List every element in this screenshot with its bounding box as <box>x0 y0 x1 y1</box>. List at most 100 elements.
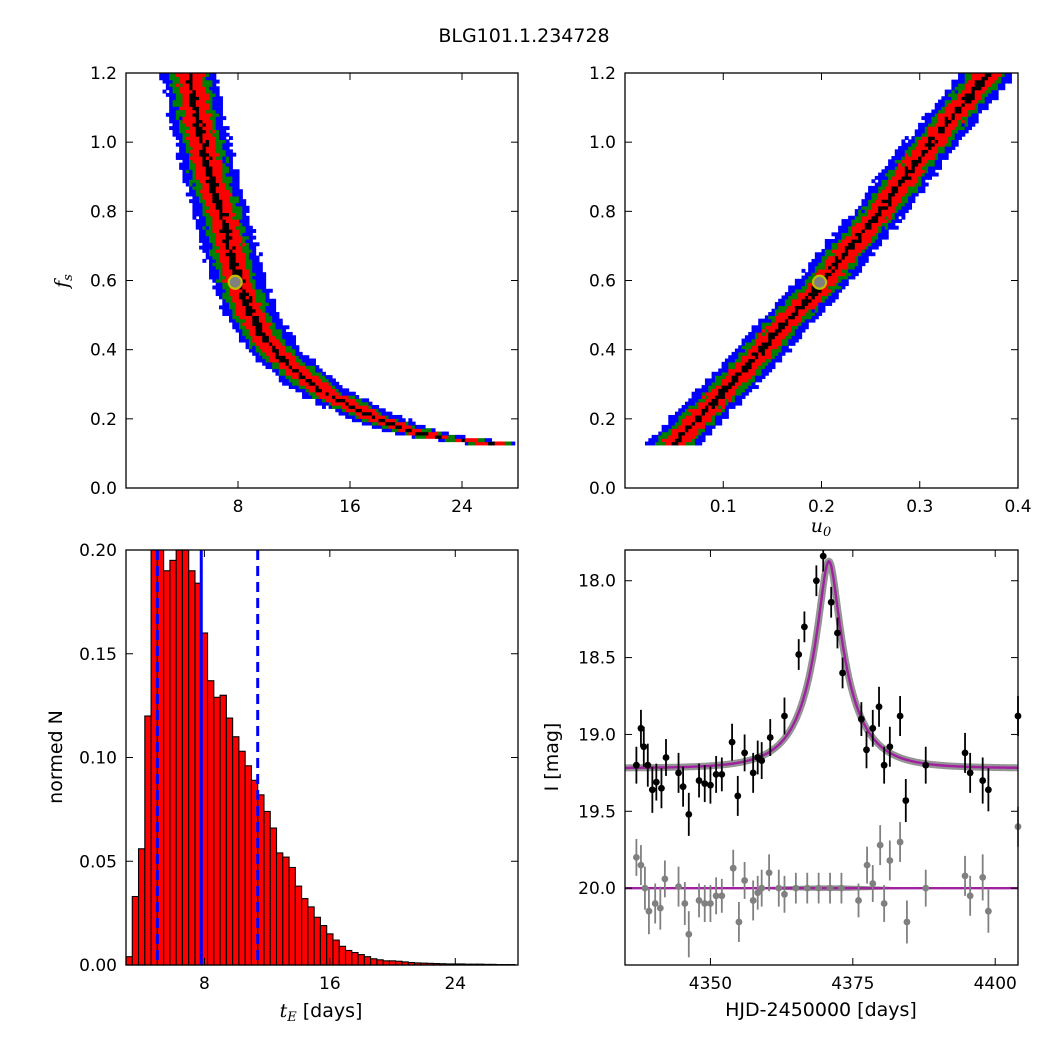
likelihood-cell <box>881 219 886 223</box>
likelihood-cell <box>275 338 280 343</box>
likelihood-cell <box>958 116 962 121</box>
residual-point <box>922 884 930 892</box>
likelihood-cell <box>901 139 906 144</box>
likelihood-cell <box>255 255 260 260</box>
likelihood-cell <box>252 262 257 267</box>
likelihood-cell <box>202 215 207 220</box>
likelihood-cell <box>421 424 426 429</box>
likelihood-cell <box>794 322 799 326</box>
y-tick-label: 1.2 <box>589 64 616 84</box>
histogram-bar <box>144 715 152 966</box>
likelihood-cell <box>298 358 303 363</box>
likelihood-cell <box>215 152 220 157</box>
likelihood-cell <box>255 278 260 283</box>
likelihood-cell <box>784 302 789 306</box>
likelihood-cell <box>245 222 250 227</box>
likelihood-cell <box>209 179 213 184</box>
likelihood-cell <box>788 341 793 346</box>
likelihood-cell <box>754 358 759 363</box>
likelihood-cell <box>192 169 197 174</box>
likelihood-cell <box>418 431 423 436</box>
y-axis-label-normed-n: normed N <box>45 710 67 804</box>
likelihood-cell <box>212 172 217 177</box>
likelihood-cell <box>238 239 243 243</box>
likelihood-cell <box>238 219 243 223</box>
likelihood-cell <box>734 391 739 396</box>
likelihood-cell <box>209 146 213 150</box>
likelihood-cell <box>322 395 326 399</box>
likelihood-cell <box>824 275 829 280</box>
likelihood-cell <box>225 288 230 293</box>
likelihood-cell <box>994 92 999 97</box>
likelihood-cell <box>222 305 227 310</box>
likelihood-cell <box>744 348 749 353</box>
likelihood-cell <box>232 268 237 273</box>
likelihood-cell <box>245 258 250 263</box>
likelihood-cell <box>854 262 859 267</box>
likelihood-cell <box>771 315 776 320</box>
likelihood-cell <box>212 96 217 101</box>
likelihood-cell <box>182 146 187 150</box>
likelihood-cell <box>195 219 200 223</box>
likelihood-cell <box>255 295 260 300</box>
likelihood-cell <box>751 358 756 363</box>
likelihood-cell <box>838 285 843 290</box>
likelihood-cell <box>195 156 200 160</box>
likelihood-cell <box>195 205 200 210</box>
likelihood-cell <box>721 371 726 376</box>
likelihood-cell <box>831 258 836 263</box>
likelihood-cell <box>888 192 893 197</box>
likelihood-cell <box>199 139 204 144</box>
likelihood-cell <box>964 76 969 81</box>
likelihood-cell <box>798 292 803 297</box>
likelihood-cell <box>938 142 942 147</box>
likelihood-cell <box>968 119 972 124</box>
likelihood-cell <box>179 146 184 150</box>
likelihood-cell <box>818 312 823 316</box>
photometry-point <box>896 712 904 720</box>
likelihood-cell <box>315 365 320 370</box>
likelihood-cell <box>994 79 999 84</box>
likelihood-cell <box>235 199 240 204</box>
likelihood-cell <box>668 418 673 423</box>
likelihood-cell <box>924 146 929 150</box>
likelihood-cell <box>215 79 220 84</box>
likelihood-cell <box>195 112 200 117</box>
likelihood-cell <box>209 132 213 137</box>
residual-point <box>712 892 720 900</box>
likelihood-cell <box>268 331 273 336</box>
likelihood-cell <box>848 255 853 260</box>
histogram-bar <box>294 885 303 966</box>
likelihood-cell <box>195 79 200 84</box>
likelihood-cell <box>205 165 210 170</box>
likelihood-cell <box>774 341 779 346</box>
likelihood-cell <box>718 371 723 376</box>
likelihood-cell <box>708 405 713 409</box>
likelihood-cell <box>811 258 816 263</box>
plot-frame <box>624 549 1019 966</box>
likelihood-cell <box>664 441 669 446</box>
likelihood-cell <box>225 156 230 160</box>
likelihood-cell <box>958 92 962 97</box>
likelihood-cell <box>215 172 220 177</box>
likelihood-cell <box>209 96 213 101</box>
likelihood-cell <box>215 142 220 147</box>
likelihood-cell <box>864 209 869 214</box>
likelihood-cell <box>918 189 923 194</box>
likelihood-cell <box>714 395 719 399</box>
likelihood-cell <box>904 136 909 140</box>
likelihood-cell <box>288 378 293 383</box>
likelihood-cell <box>222 146 227 150</box>
histogram-bar <box>225 717 234 966</box>
likelihood-cell <box>192 142 197 147</box>
likelihood-cell <box>225 272 230 277</box>
likelihood-cell <box>701 398 706 403</box>
likelihood-cell <box>205 116 210 121</box>
likelihood-cell <box>272 348 277 353</box>
likelihood-cell <box>861 225 866 230</box>
likelihood-cell <box>228 202 233 207</box>
likelihood-cell <box>824 292 829 297</box>
likelihood-cell <box>661 441 666 446</box>
likelihood-cell <box>728 365 733 370</box>
likelihood-cell <box>215 242 220 247</box>
